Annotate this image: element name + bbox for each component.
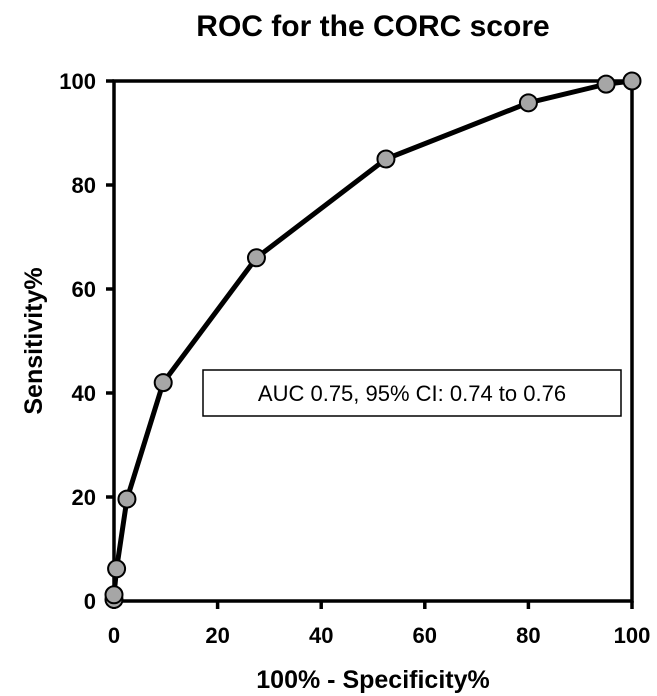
x-axis-ticks: 0 20 40 60 80 100: [108, 601, 650, 648]
roc-point: [117, 489, 137, 509]
roc-curve-line: [111, 78, 635, 602]
x-tick-label: 100: [614, 623, 651, 648]
x-tick-label: 60: [413, 623, 437, 648]
y-tick-label: 20: [72, 485, 96, 510]
roc-point: [376, 149, 396, 169]
y-tick-label: 60: [72, 277, 96, 302]
plot-frame: [112, 79, 634, 603]
auc-annotation-box: [202, 369, 622, 417]
auc-annotation: AUC 0.75, 95% CI: 0.74 to 0.76: [202, 369, 622, 417]
x-tick-label: 20: [205, 623, 229, 648]
chart-title: ROC for the CORC score: [196, 10, 549, 43]
axes: [112, 79, 634, 603]
roc-point: [622, 71, 642, 91]
x-tick-label: 40: [309, 623, 333, 648]
x-tick-label: 0: [108, 623, 120, 648]
y-tick-label: 40: [72, 381, 96, 406]
roc-point: [153, 373, 173, 393]
y-tick-label: 0: [84, 589, 96, 614]
y-tick-label: 100: [59, 69, 96, 94]
roc-points: [104, 71, 642, 609]
roc-point: [104, 585, 124, 605]
roc-point: [596, 74, 616, 94]
roc-point: [518, 93, 538, 113]
y-axis-ticks: 0 20 40 60 80 100: [59, 69, 114, 614]
roc-point: [246, 248, 266, 268]
roc-point: [107, 559, 127, 579]
y-tick-label: 80: [72, 173, 96, 198]
x-tick-label: 80: [516, 623, 540, 648]
x-axis-label: 100% - Specificity%: [256, 666, 489, 694]
y-axis-label: Sensitivity%: [20, 267, 48, 414]
auc-annotation-text: AUC 0.75, 95% CI: 0.74 to 0.76: [258, 381, 566, 406]
